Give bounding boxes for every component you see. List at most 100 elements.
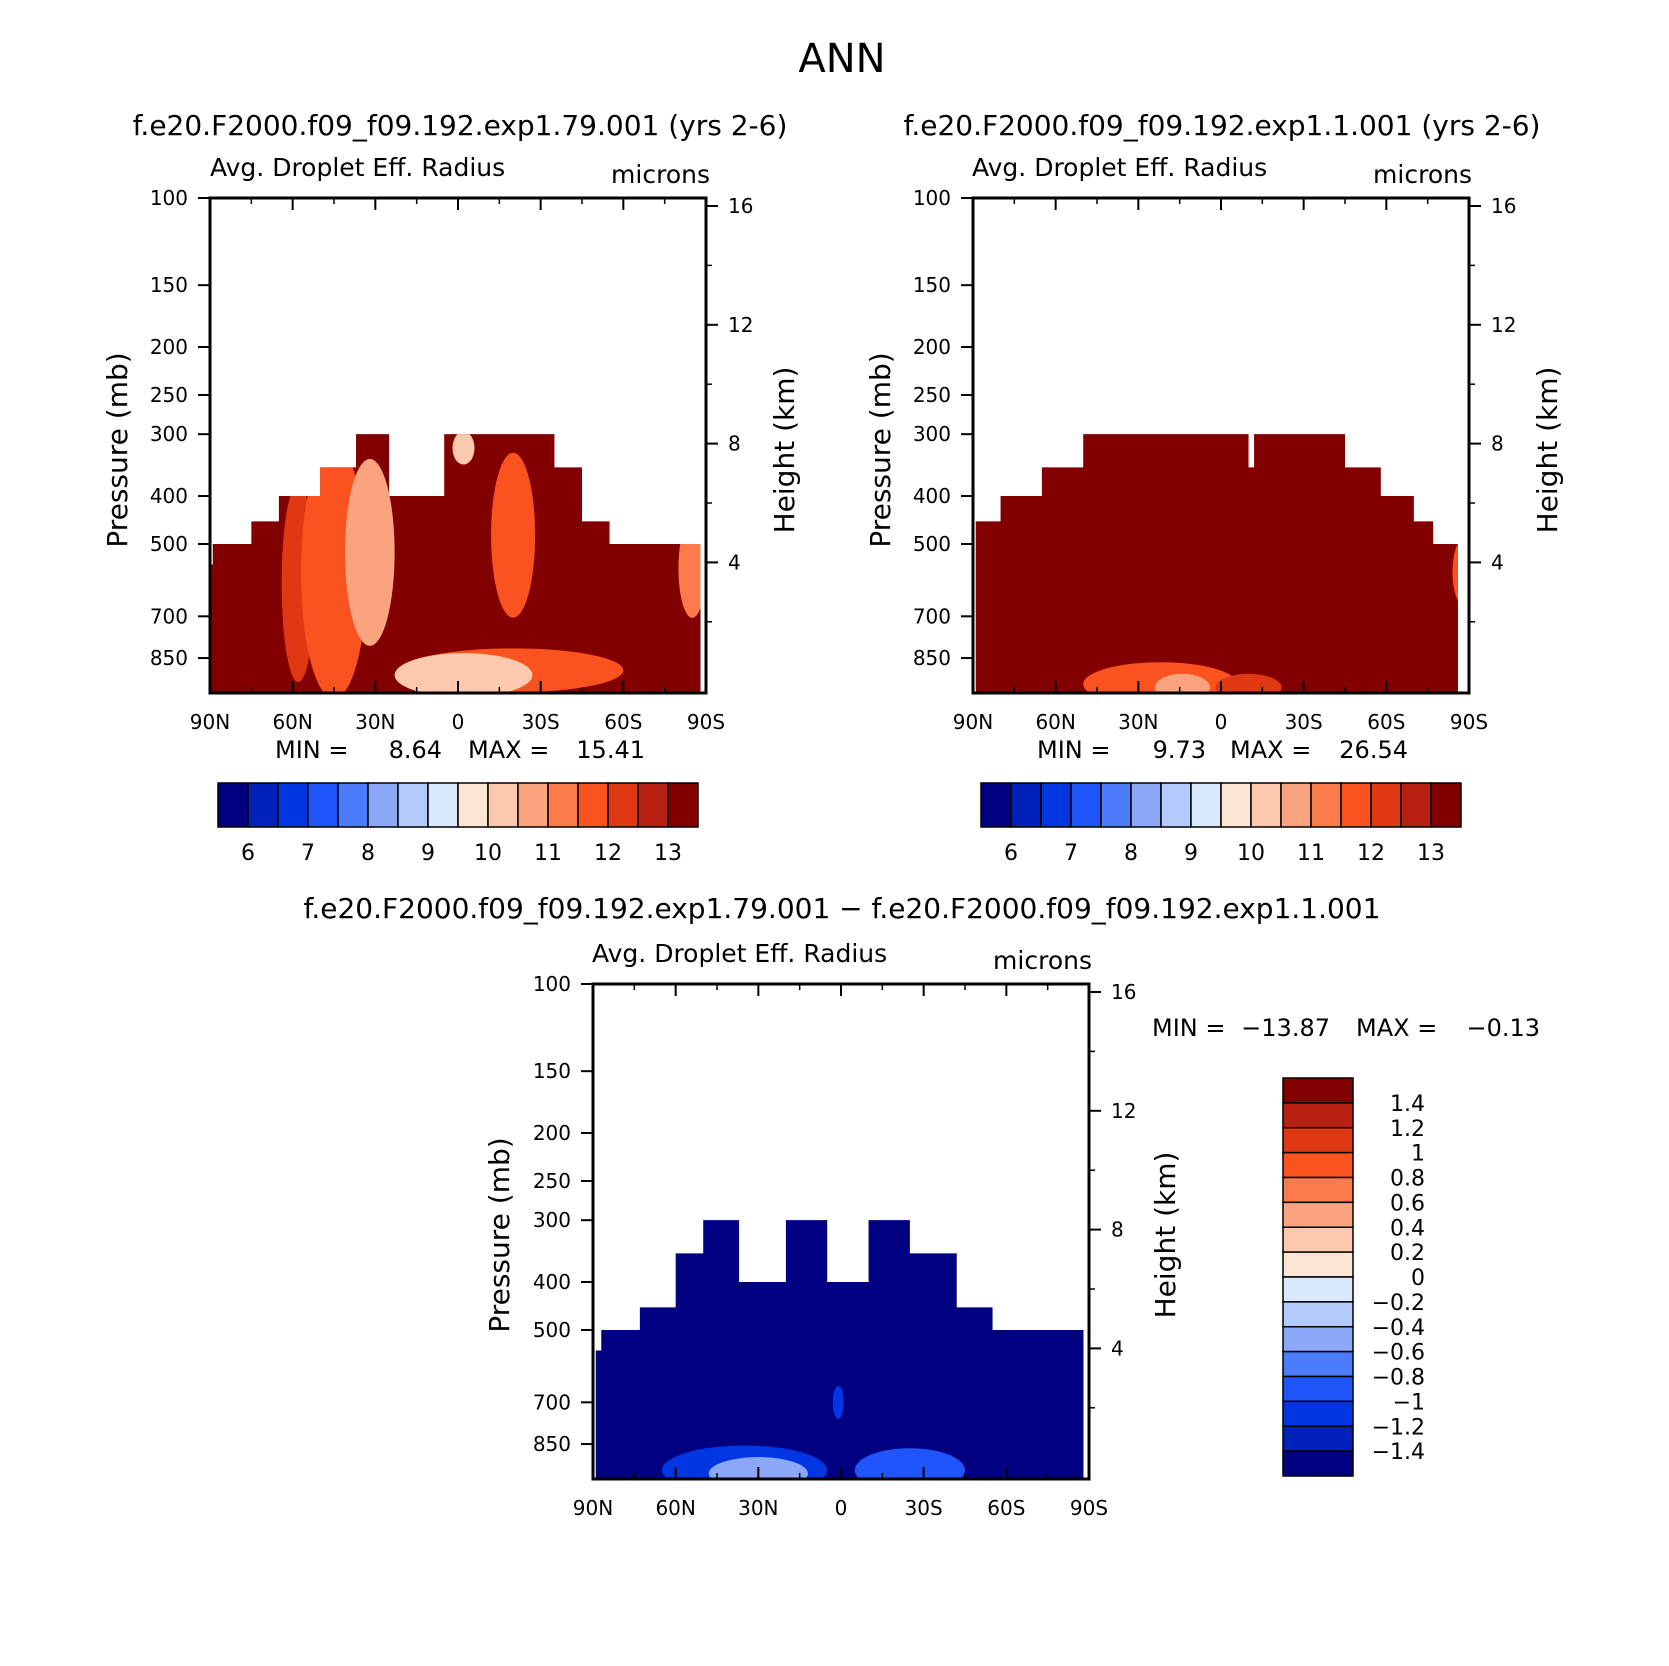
- colorbar-box: [277, 782, 309, 828]
- panel-2-title: f.e20.F2000.f09_f09.192.exp1.1.001 (yrs …: [904, 109, 1541, 142]
- colorbar-label: 12: [1357, 841, 1385, 866]
- colorbar-label: 1.2: [1390, 1117, 1425, 1142]
- colorbar-label: 1.4: [1390, 1092, 1425, 1117]
- colorbar-box: [457, 782, 489, 828]
- y-tick-label: 300: [913, 422, 951, 446]
- panel-2-max-label: MAX =: [1230, 736, 1311, 764]
- contour-patch: [469, 526, 492, 571]
- colorbar-label: 6: [1004, 841, 1018, 866]
- colorbar-label: 10: [1237, 841, 1265, 866]
- y-tick-label: 850: [150, 646, 188, 670]
- panel-2-max-value: 26.54: [1339, 736, 1408, 764]
- colorbar-label: 11: [1297, 841, 1325, 866]
- panel-3-min-label: MIN =: [1152, 1014, 1225, 1042]
- x-tick-label: 90N: [190, 710, 230, 734]
- y-tick-label: 200: [150, 335, 188, 359]
- colorbar-label: 0.4: [1390, 1216, 1425, 1241]
- panel-3-max-value: −0.13: [1466, 1014, 1540, 1042]
- panel-1-title: f.e20.F2000.f09_f09.192.exp1.79.001 (yrs…: [133, 109, 788, 142]
- y-tick-label: 150: [913, 273, 951, 297]
- colorbar-label: 12: [594, 841, 622, 866]
- contour-field: [975, 434, 1469, 693]
- colorbar-label: 9: [1184, 841, 1198, 866]
- x-tick-label: 30S: [905, 1496, 943, 1520]
- colorbar-box: [1282, 1375, 1354, 1403]
- panel-1-colorbar: 6 7 8 9 10 11 12 13: [217, 782, 699, 866]
- x-tick-label: 90N: [953, 710, 993, 734]
- colorbar-label: −0.4: [1372, 1316, 1425, 1341]
- colorbar-box: [1370, 782, 1402, 828]
- y-tick-label: 850: [913, 646, 951, 670]
- colorbar-box: [1160, 782, 1192, 828]
- colorbar-label: −0.6: [1372, 1341, 1425, 1366]
- panel-2-y2label: Height (km): [1531, 367, 1564, 534]
- contour-patch: [678, 518, 704, 618]
- colorbar-label: 13: [1417, 841, 1445, 866]
- y-tick-label: 300: [533, 1208, 571, 1232]
- colorbar-label: 13: [654, 841, 682, 866]
- panel-1-plot: 90N 60N 30N 0 30S 60S 90S 100 150 200 250 300 400 500…: [150, 186, 754, 734]
- colorbar-label: −0.8: [1372, 1366, 1425, 1391]
- colorbar-label: −1: [1393, 1390, 1425, 1415]
- colorbar-label: 9: [421, 841, 435, 866]
- colorbar-box: [980, 782, 1012, 828]
- panel-2-min-label: MIN =: [1037, 736, 1110, 764]
- colorbar-box: [547, 782, 579, 828]
- colorbar-box: [1282, 1251, 1354, 1278]
- y-tick-label: 500: [150, 532, 188, 556]
- colorbar-box: [1130, 782, 1162, 828]
- y-tick-label: 400: [913, 484, 951, 508]
- x-tick-label: 0: [835, 1496, 848, 1520]
- contour-patch: [1452, 539, 1469, 606]
- colorbar-box: [1310, 782, 1342, 828]
- y-tick-label: 500: [533, 1318, 571, 1342]
- x-tick-label: 90S: [1450, 710, 1488, 734]
- contour-field: [595, 1220, 1087, 1479]
- colorbar-box: [1282, 1400, 1354, 1427]
- colorbar-label: 1: [1411, 1142, 1425, 1167]
- colorbar-label: 0.6: [1390, 1191, 1425, 1216]
- panel-2-subtitle-right: microns: [1373, 160, 1472, 189]
- y2-tick-label: 8: [1491, 432, 1504, 456]
- x-tick-label: 90S: [1070, 1496, 1108, 1520]
- colorbar-box: [607, 782, 639, 828]
- panel-1-max-label: MAX =: [468, 736, 549, 764]
- panel-1-ylabel: Pressure (mb): [101, 352, 134, 547]
- colorbar-box: [1282, 1127, 1354, 1154]
- colorbar-label: 8: [361, 841, 375, 866]
- colorbar-label: 6: [241, 841, 255, 866]
- y2-tick-label: 12: [728, 313, 753, 337]
- panel-3-min-value: −13.87: [1241, 1014, 1330, 1042]
- colorbar-box: [1430, 782, 1462, 828]
- panel-3-plot: 90N 60N 30N 0 30S 60S 90S 100 150 200 250 300 400 500…: [533, 972, 1137, 1520]
- panel-1-min-label: MIN =: [275, 736, 348, 764]
- contour-patch: [491, 452, 536, 618]
- colorbar-box: [1340, 782, 1372, 828]
- x-tick-label: 90S: [687, 710, 725, 734]
- y2-tick-label: 12: [1111, 1099, 1136, 1123]
- y-tick-label: 700: [913, 604, 951, 628]
- colorbar-label: −1.4: [1372, 1440, 1425, 1465]
- panel-2-colorbar: 6 7 8 9 10 11 12 13: [980, 782, 1462, 866]
- colorbar-box: [1282, 1077, 1354, 1104]
- colorbar-box: [637, 782, 669, 828]
- contour-patch: [1154, 673, 1210, 693]
- y-tick-label: 850: [533, 1432, 571, 1456]
- colorbar-box: [1070, 782, 1102, 828]
- colorbar-label: 0.8: [1390, 1167, 1425, 1192]
- colorbar-box: [1250, 782, 1282, 828]
- y-tick-label: 700: [533, 1390, 571, 1414]
- y2-tick-label: 4: [1491, 550, 1504, 574]
- x-tick-label: 30N: [1118, 710, 1158, 734]
- y-tick-label: 100: [150, 186, 188, 210]
- y-tick-label: 250: [913, 383, 951, 407]
- x-tick-label: 0: [1215, 710, 1228, 734]
- panel-3-ylabel: Pressure (mb): [483, 1137, 516, 1332]
- x-tick-label: 90N: [573, 1496, 613, 1520]
- colorbar-box: [397, 782, 429, 828]
- y2-tick-label: 4: [728, 550, 741, 574]
- contour-patch: [854, 1448, 966, 1479]
- colorbar-box: [577, 782, 609, 828]
- y-tick-label: 100: [913, 186, 951, 210]
